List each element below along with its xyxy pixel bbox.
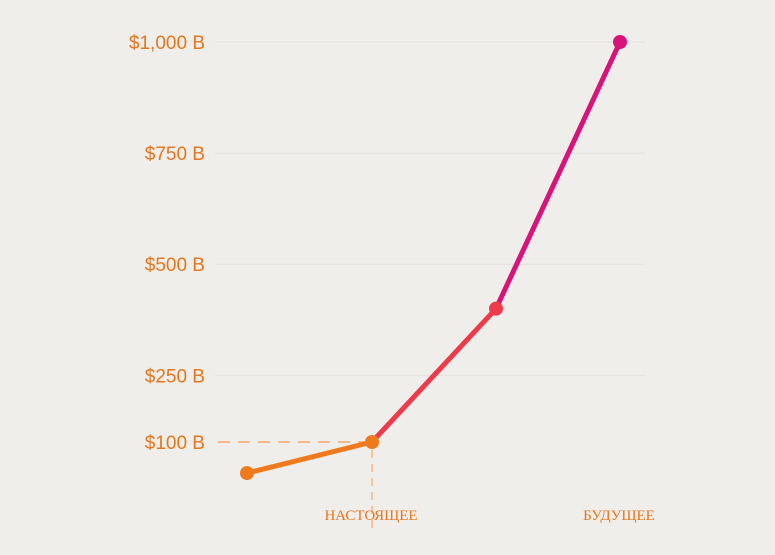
x-axis-tick-labels: НАСТОЯЩЕЕ БУДУЩЕЕ bbox=[324, 508, 654, 524]
y-axis-tick-labels: $100 B $250 B $500 B $750 B $1,000 B bbox=[129, 33, 205, 454]
y-tick-label: $500 B bbox=[145, 255, 205, 276]
data-point bbox=[489, 301, 503, 316]
reference-guides bbox=[218, 441, 373, 530]
y-tick-label: $1,000 B bbox=[129, 33, 205, 54]
y-tick-label: $250 B bbox=[145, 366, 205, 387]
line-segment bbox=[244, 439, 375, 476]
y-tick-label: $100 B bbox=[145, 433, 205, 454]
x-tick-label: БУДУЩЕЕ bbox=[583, 508, 655, 524]
x-tick-label: НАСТОЯЩЕЕ bbox=[324, 508, 417, 524]
series-points bbox=[240, 35, 627, 481]
line-segment bbox=[369, 306, 499, 445]
line-segment bbox=[493, 39, 623, 312]
data-point bbox=[613, 35, 627, 49]
series-line bbox=[244, 39, 623, 476]
data-point bbox=[365, 435, 379, 449]
y-tick-label: $750 B bbox=[145, 144, 205, 165]
data-point bbox=[240, 466, 254, 481]
grid-lines bbox=[215, 41, 645, 376]
